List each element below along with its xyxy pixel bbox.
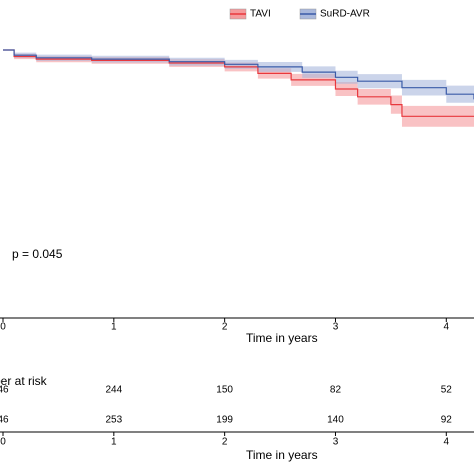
- x-tick-label: 3: [333, 437, 339, 448]
- x-tick-label: 3: [333, 322, 339, 333]
- risk-count: 199: [216, 415, 233, 426]
- legend-label: TAVI: [250, 9, 271, 20]
- legend-label: SuRD-AVR: [320, 9, 370, 20]
- x-tick-label: 2: [222, 322, 228, 333]
- risk-count: 46: [0, 415, 9, 426]
- confidence-band: [3, 50, 474, 109]
- risk-count: 52: [441, 385, 453, 396]
- p-value: p = 0.045: [12, 247, 63, 261]
- x-axis-label: Time in years: [246, 331, 318, 345]
- risk-count: 82: [330, 385, 342, 396]
- survival-line: [3, 49, 474, 117]
- survival-line: [3, 49, 474, 100]
- x-tick-label: 2: [222, 437, 228, 448]
- x-axis-label: Time in years: [246, 448, 318, 462]
- x-tick-label: 0: [0, 437, 6, 448]
- x-tick-label: 1: [111, 437, 117, 448]
- risk-count: 244: [105, 385, 122, 396]
- risk-count: 46: [0, 385, 9, 396]
- x-tick-label: 4: [444, 437, 450, 448]
- x-tick-label: 4: [444, 322, 450, 333]
- risk-count: 140: [327, 415, 344, 426]
- risk-count: 92: [441, 415, 453, 426]
- x-tick-label: 0: [0, 322, 6, 333]
- risk-title: ber at risk: [0, 374, 48, 388]
- risk-count: 253: [105, 415, 122, 426]
- risk-count: 150: [216, 385, 233, 396]
- x-tick-label: 1: [111, 322, 117, 333]
